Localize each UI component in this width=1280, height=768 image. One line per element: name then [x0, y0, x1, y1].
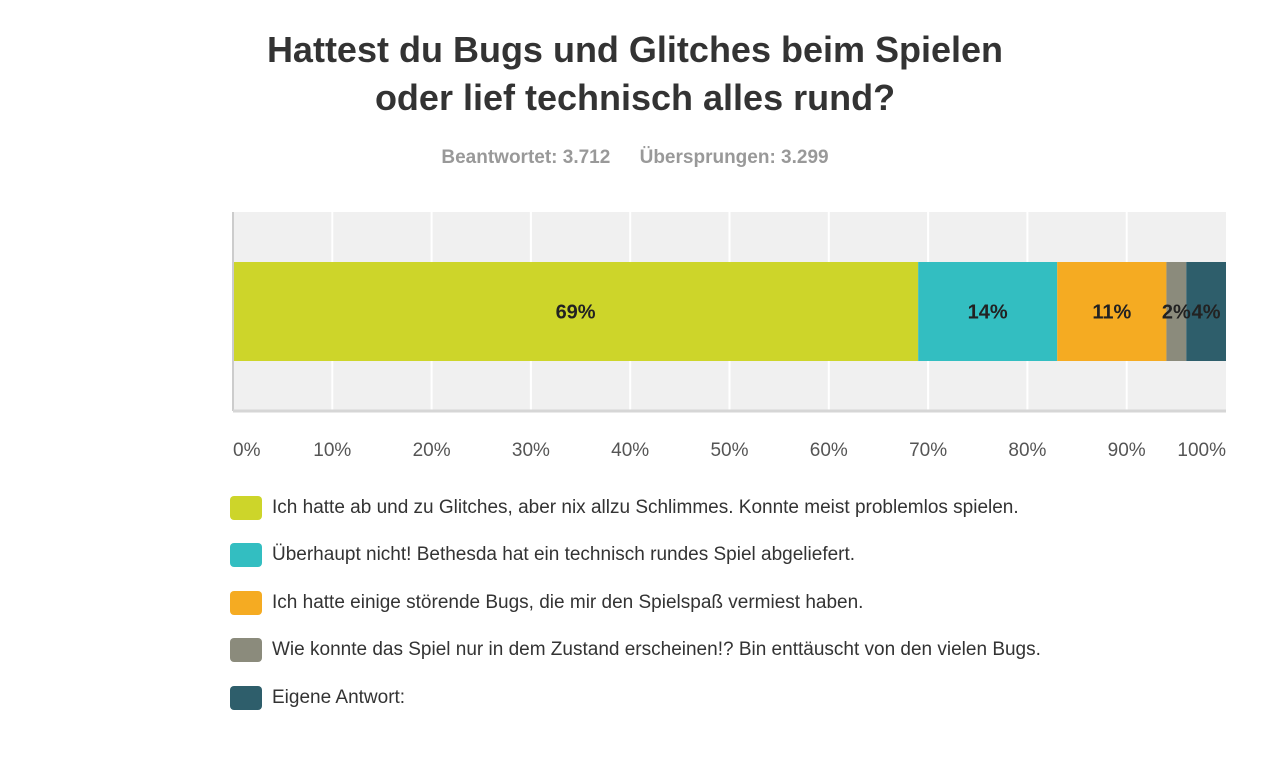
legend-swatch — [230, 543, 262, 568]
legend-item-5: Eigene Antwort: — [230, 674, 1041, 722]
data-label-1: 69% — [556, 302, 596, 324]
data-label-2: 14% — [968, 302, 1008, 324]
legend-label: Ich hatte ab und zu Glitches, aber nix a… — [272, 496, 1019, 518]
skipped-count: Übersprungen: 3.299 — [639, 147, 829, 168]
legend-swatch — [230, 638, 262, 663]
legend-label: Ich hatte einige störende Bugs, die mir … — [272, 591, 864, 613]
legend-label: Überhaupt nicht! Bethesda hat ein techni… — [272, 544, 856, 566]
x-tick-label: 50% — [710, 440, 748, 461]
legend-label: Wie konnte das Spiel nur in dem Zustand … — [272, 639, 1041, 661]
legend-item-3: Ich hatte einige störende Bugs, die mir … — [230, 579, 1041, 627]
x-tick-label: 30% — [512, 440, 550, 461]
bar-segment-3 — [1057, 262, 1167, 361]
x-tick-label: 90% — [1108, 440, 1146, 461]
x-tick-label: 0% — [233, 440, 261, 461]
chart-title-line-1: Hattest du Bugs und Glitches beim Spiele… — [266, 29, 1004, 70]
bar-segment-2 — [918, 262, 1058, 361]
bar-segments — [233, 262, 1226, 361]
x-tick-label: 60% — [810, 440, 848, 461]
chart-title: Hattest du Bugs und Glitches beim Spiele… — [140, 26, 1130, 122]
legend-item-2: Überhaupt nicht! Bethesda hat ein techni… — [230, 532, 1041, 580]
x-tick-label: 40% — [611, 440, 649, 461]
x-tick-label: 80% — [1008, 440, 1046, 461]
legend-swatch — [230, 685, 262, 710]
bar-segment-5 — [1186, 262, 1226, 361]
stacked-bar-chart: 69% 14% 11% 2% 4% 0% 10% 20% 30% 40% 50% 60% 70% 80%… — [232, 212, 1226, 461]
chart-legend: Ich hatte ab und zu Glitches, aber nix a… — [230, 484, 1041, 722]
x-tick-label: 70% — [909, 440, 947, 461]
legend-item-4: Wie konnte das Spiel nur in dem Zustand … — [230, 627, 1041, 675]
x-tick-label: 10% — [313, 440, 351, 461]
x-tick-label: 100% — [1177, 440, 1226, 461]
response-stats: Beantwortet: 3.712 Übersprungen: 3.299 — [140, 147, 1130, 169]
answered-count: Beantwortet: 3.712 — [441, 147, 611, 168]
x-axis-ticks: 0% 10% 20% 30% 40% 50% 60% 70% 80% 90% 100% — [233, 440, 1226, 461]
legend-label: Eigene Antwort: — [272, 686, 406, 708]
legend-swatch — [230, 590, 262, 615]
chart-title-line-2: oder lief technisch alles rund? — [374, 77, 896, 118]
legend-swatch — [230, 495, 262, 520]
data-label-3: 11% — [1092, 302, 1131, 324]
data-label-5: 4% — [1192, 302, 1221, 324]
legend-item-1: Ich hatte ab und zu Glitches, aber nix a… — [230, 484, 1041, 532]
bar-segment-1 — [233, 262, 919, 361]
data-label-4: 2% — [1162, 302, 1191, 324]
x-tick-label: 20% — [413, 440, 451, 461]
data-labels: 69% 14% 11% 2% 4% — [556, 302, 1221, 324]
bar-segment-4 — [1166, 262, 1187, 361]
